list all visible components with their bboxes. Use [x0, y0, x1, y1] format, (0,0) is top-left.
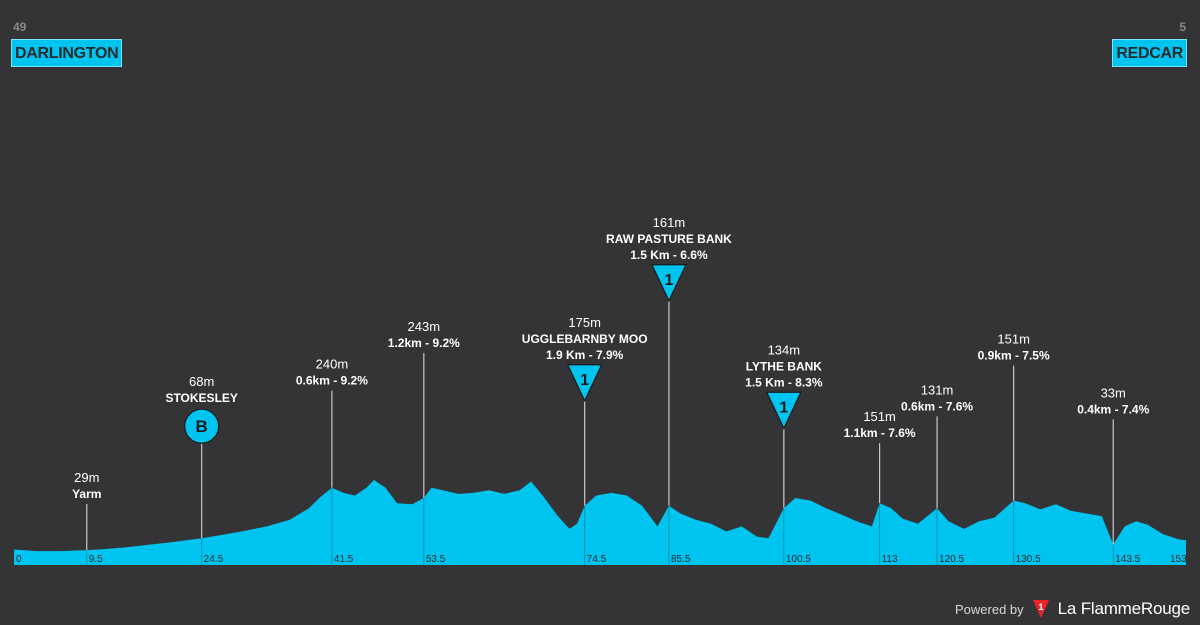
- marker-detail: 1.9 Km - 7.9%: [546, 348, 624, 362]
- marker-elevation: 175m: [568, 315, 601, 330]
- marker-name: LYTHE BANK: [746, 359, 823, 373]
- km-tick-label: 0: [16, 554, 22, 565]
- marker-detail: 1.2km - 9.2%: [388, 336, 460, 350]
- marker-detail: 0.4km - 7.4%: [1077, 402, 1149, 416]
- marker-elevation: 29m: [74, 470, 99, 485]
- climb-category-icon: [765, 391, 802, 430]
- marker-name: Yarm: [72, 487, 101, 501]
- brand-name: La FlammeRouge: [1057, 599, 1191, 618]
- km-tick-label: 153: [1170, 554, 1187, 565]
- powered-by-label: Powered by: [955, 601, 1024, 617]
- finish-town-label: REDCAR: [1112, 39, 1187, 67]
- km-tick-label: 113: [882, 554, 898, 565]
- km-tick-label: 9.5: [89, 554, 103, 565]
- elevation-profile-area: [14, 480, 1186, 565]
- marker-elevation: 151m: [997, 332, 1030, 347]
- marker-elevation: 243m: [408, 319, 441, 334]
- marker-elevation: 161m: [653, 215, 686, 230]
- km-tick-label: 120.5: [939, 554, 964, 565]
- marker-elevation: 68m: [189, 374, 214, 389]
- marker-detail: 1.1km - 7.6%: [844, 426, 916, 440]
- marker-elevation: 240m: [316, 357, 349, 372]
- climb-category-icon: [650, 264, 687, 303]
- bonus-sprint-letter: B: [196, 417, 208, 436]
- km-tick-label: 143.5: [1115, 554, 1140, 565]
- climb-category-number: 1: [580, 372, 589, 389]
- marker-detail: 0.6km - 7.6%: [901, 399, 973, 413]
- km-tick-label: 100.5: [786, 554, 811, 565]
- marker-elevation: 151m: [863, 409, 896, 424]
- km-tick-label: 130.5: [1016, 554, 1041, 565]
- bonus-sprint-icon: [184, 408, 220, 444]
- climb-category-number: 1: [664, 272, 673, 289]
- km-tick-label: 24.5: [204, 554, 224, 565]
- km-tick-label: 41.5: [334, 554, 354, 565]
- marker-detail: 1.5 Km - 6.6%: [630, 248, 708, 262]
- marker-name: STOKESLEY: [165, 391, 237, 405]
- km-tick-label: 74.5: [587, 554, 607, 565]
- marker-elevation: 134m: [768, 342, 801, 357]
- finish-number: 5: [1179, 20, 1186, 34]
- logo-digit: 1: [1038, 602, 1043, 612]
- climb-category-icon: [566, 364, 603, 403]
- marker-name: UGGLEBARNBY MOO: [522, 332, 648, 346]
- km-tick-label: 53.5: [426, 554, 446, 565]
- marker-detail: 0.9km - 7.5%: [978, 349, 1050, 363]
- flamme-rouge-logo-icon: 1: [1032, 600, 1049, 618]
- start-number: 49: [13, 20, 27, 34]
- marker-elevation: 33m: [1101, 385, 1126, 400]
- climb-category-number: 1: [779, 399, 788, 416]
- marker-detail: 1.5 Km - 8.3%: [745, 375, 823, 389]
- start-town-label: DARLINGTON: [11, 39, 123, 67]
- marker-elevation: 131m: [921, 382, 954, 397]
- powered-by-footer: Powered by 1 La FlammeRouge: [955, 599, 1190, 619]
- marker-detail: 0.6km - 9.2%: [296, 374, 368, 388]
- km-tick-label: 85.5: [671, 554, 691, 565]
- marker-name: RAW PASTURE BANK: [606, 232, 732, 246]
